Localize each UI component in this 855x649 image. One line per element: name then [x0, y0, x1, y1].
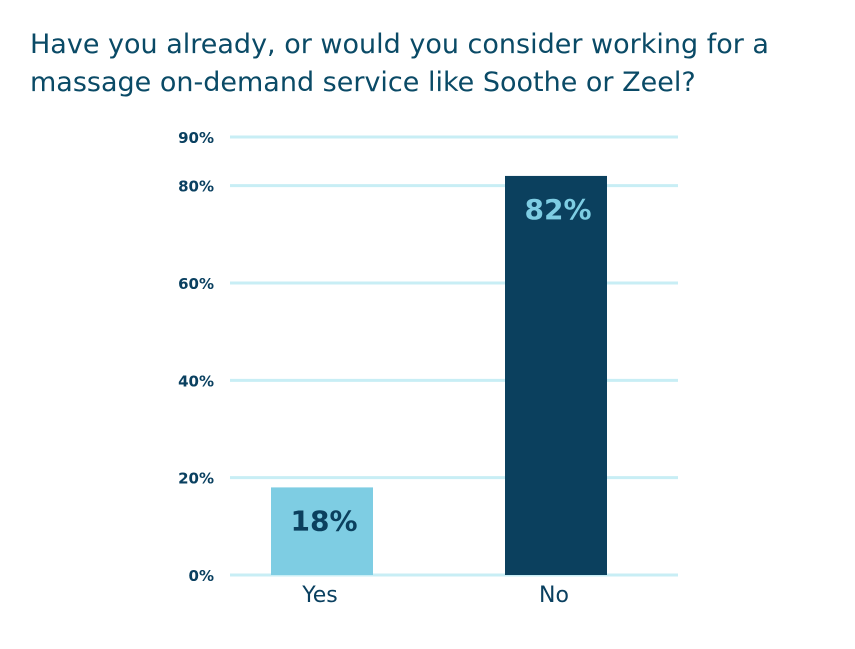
y-axis-tick-labels: 0% 20% 40% 60% 80% 90%: [178, 129, 214, 585]
bar-yes: [271, 487, 373, 575]
bar-no: [505, 175, 607, 575]
y-tick-label: 40%: [178, 372, 214, 390]
x-category-label: No: [539, 583, 569, 608]
x-category-label: Yes: [301, 583, 338, 608]
data-label: 82%: [524, 193, 591, 226]
data-labels: 18% 82%: [290, 193, 591, 537]
x-axis-category-labels: Yes No: [301, 583, 569, 608]
y-tick-label: 20%: [178, 470, 214, 488]
y-tick-label: 80%: [178, 178, 214, 196]
y-tick-label: 60%: [178, 275, 214, 293]
data-label: 18%: [290, 504, 357, 537]
y-tick-label: 0%: [189, 567, 214, 585]
chart-title: Have you already, or would you consider …: [30, 29, 769, 98]
bars: [271, 175, 607, 575]
y-tick-label: 90%: [178, 129, 214, 147]
